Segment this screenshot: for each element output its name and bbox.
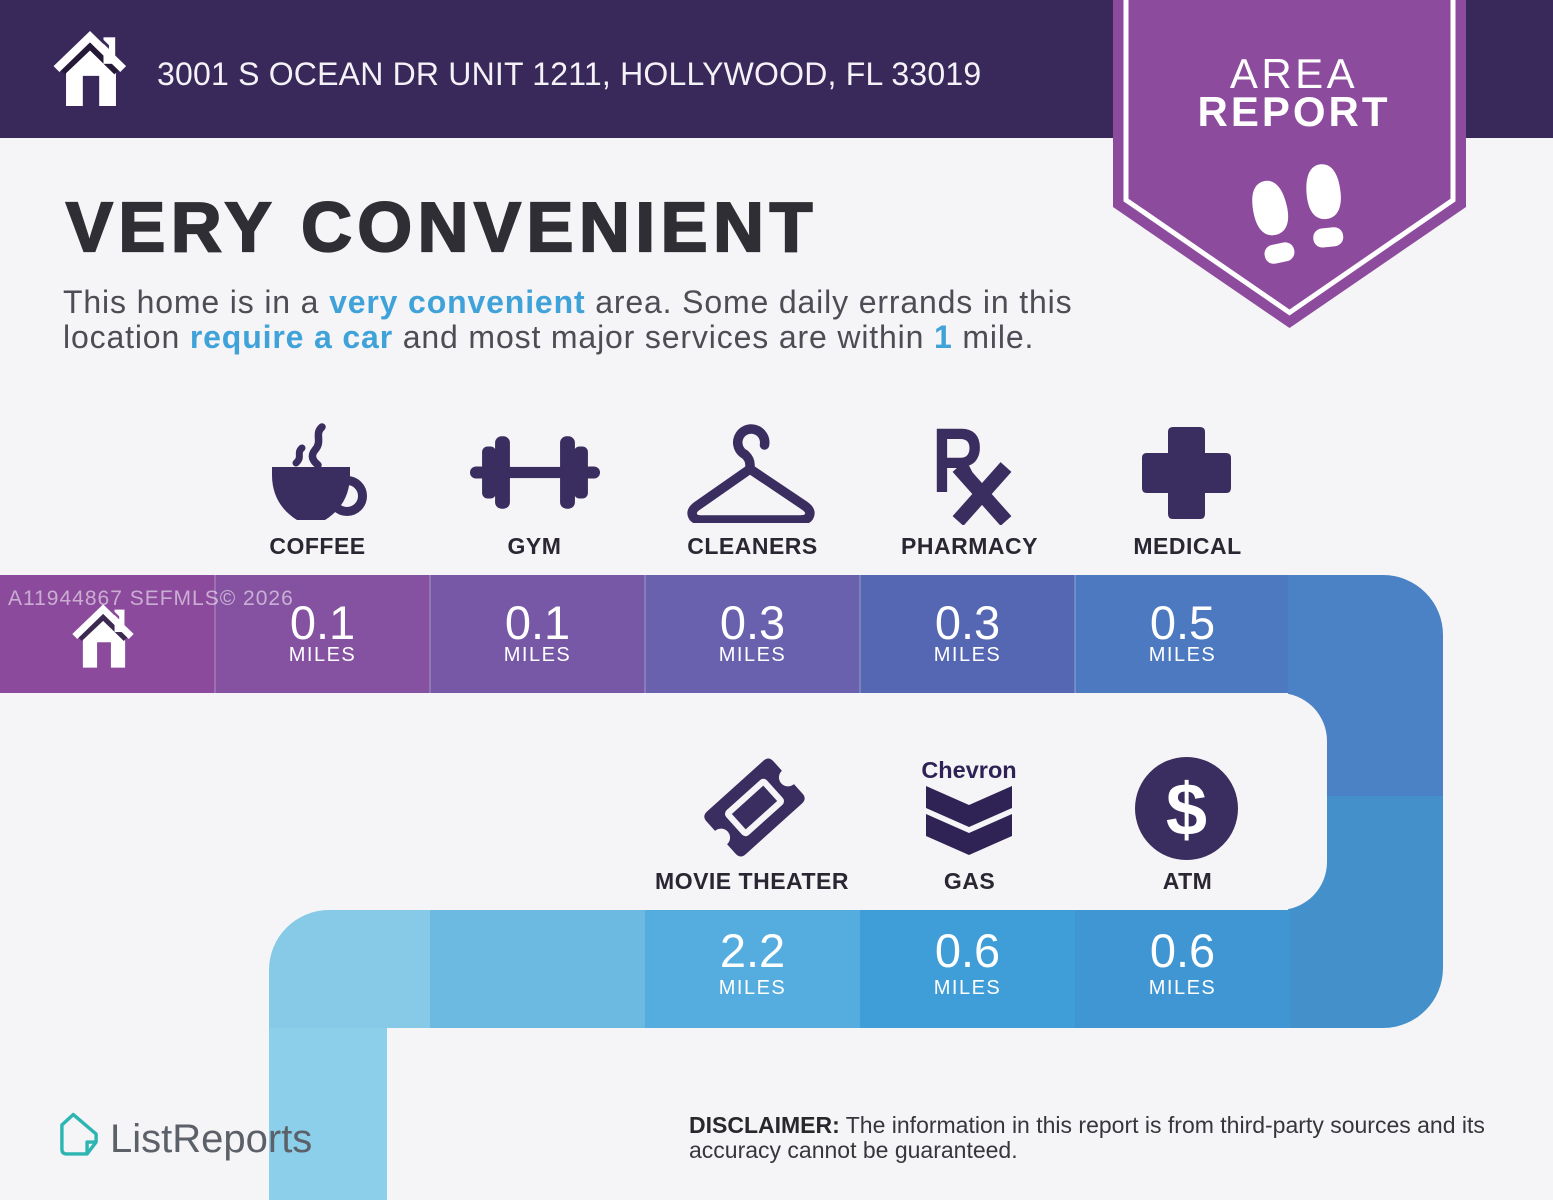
svg-text:REPORT: REPORT	[1197, 88, 1390, 135]
svg-text:Chevron: Chevron	[921, 757, 1016, 783]
svg-text:$: $	[1166, 768, 1207, 851]
svg-text:AREA: AREA	[1230, 50, 1358, 97]
